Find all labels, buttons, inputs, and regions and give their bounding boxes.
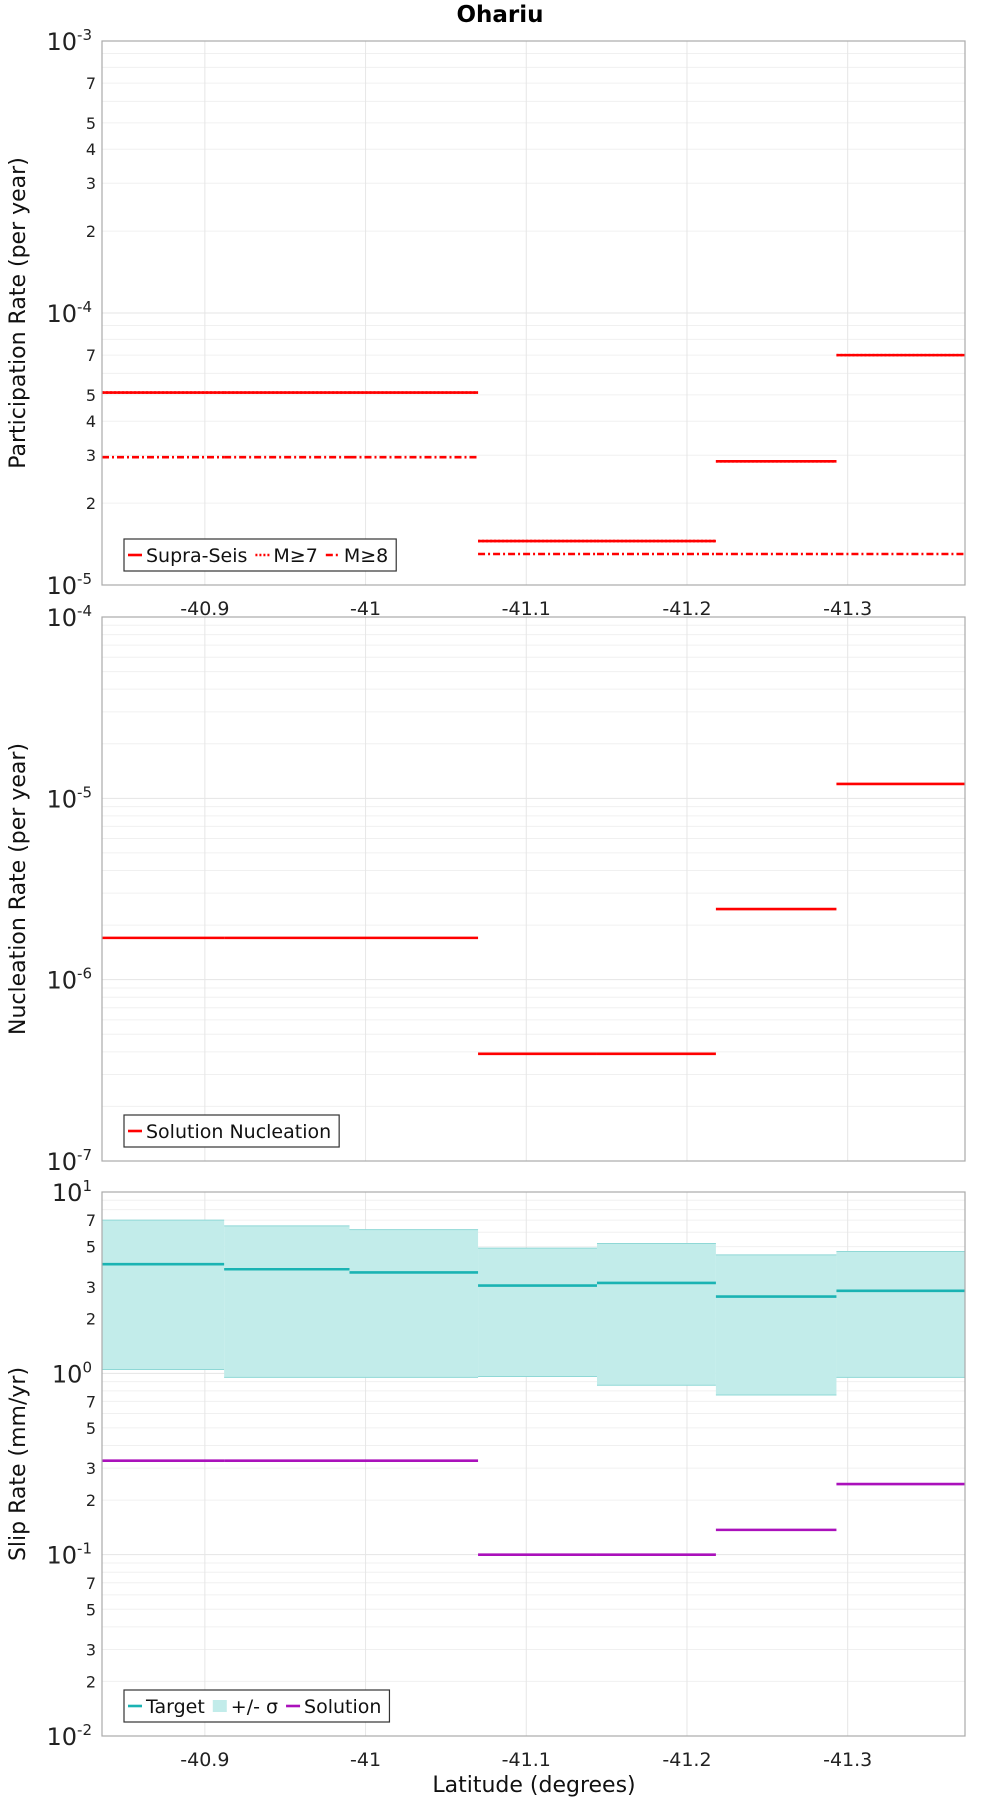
y-major-tick-label: 10-4 — [46, 298, 92, 328]
x-tick-label: -41 — [350, 598, 381, 620]
legend: Solution Nucleation — [123, 1114, 340, 1148]
y-axis-label: Nucleation Rate (per year) — [6, 743, 31, 1035]
chart-title: Ohariu — [456, 2, 543, 28]
legend-label: Supra-Seis — [146, 545, 247, 567]
plot-frame — [101, 616, 966, 1162]
y-minor-tick-label: 4 — [86, 140, 96, 159]
panel-1: 10-5 10-4 10-3 2 3 4 5 7 2 3 4 5 7 -40.9 -41 -41.1 -41.2… — [6, 26, 966, 620]
y-major-tick-label: 10-1 — [46, 1540, 92, 1570]
y-minor-tick-label: 3 — [86, 174, 96, 193]
y-minor-tick-label: 4 — [86, 412, 96, 431]
y-major-tick-label: 100 — [52, 1358, 92, 1388]
y-major-tick-label: 10-5 — [46, 570, 92, 600]
band-segment — [715, 1254, 837, 1395]
y-minor-tick-label: 5 — [86, 1419, 96, 1438]
y-minor-tick-label: 2 — [86, 1672, 96, 1691]
x-tick-label: -41.3 — [823, 1749, 872, 1771]
band-segment — [478, 1248, 597, 1377]
x-tick-label: -40.9 — [180, 598, 229, 620]
x-tick-label: -41 — [350, 1749, 381, 1771]
y-major-tick-label: 10-2 — [46, 1721, 92, 1751]
legend-label: Solution — [304, 1696, 381, 1718]
y-major-tick-label: 10-6 — [46, 965, 92, 995]
panel-2: 10-7 10-6 10-5 10-4 Nucleation Rate (per yea… — [6, 602, 966, 1176]
x-tick-label: -41.2 — [662, 1749, 711, 1771]
band-segment — [596, 1243, 716, 1386]
band-segment — [102, 1220, 225, 1370]
x-tick-label: -41.3 — [823, 598, 872, 620]
band-segment — [836, 1251, 965, 1378]
legend-box — [123, 1689, 391, 1723]
x-axis-label: Latitude (degrees) — [432, 1773, 635, 1798]
y-major-tick-label: 10-3 — [46, 26, 92, 56]
legend: Target +/- σ Solution — [123, 1689, 391, 1723]
y-minor-tick-label: 2 — [86, 1310, 96, 1329]
y-minor-tick-label: 2 — [86, 1491, 96, 1510]
legend-box — [123, 1114, 340, 1148]
y-minor-tick-label: 7 — [86, 74, 96, 93]
y-minor-tick-label: 2 — [86, 222, 96, 241]
y-minor-tick-label: 7 — [86, 1392, 96, 1411]
y-minor-tick-label: 5 — [86, 1600, 96, 1619]
y-minor-tick-label: 7 — [86, 1211, 96, 1230]
plot-frame — [101, 40, 966, 586]
x-tick-label: -41.1 — [502, 598, 551, 620]
legend-label: M≥7 — [273, 545, 317, 567]
y-minor-tick-label: 3 — [86, 1640, 96, 1659]
x-tick-label: -40.9 — [180, 1749, 229, 1771]
y-minor-tick-label: 7 — [86, 1574, 96, 1593]
y-minor-tick-label: 3 — [86, 1278, 96, 1297]
x-tick-label: -41.1 — [502, 1749, 551, 1771]
plot-frame — [101, 1191, 966, 1737]
y-minor-tick-label: 7 — [86, 346, 96, 365]
legend-label: M≥8 — [344, 545, 388, 567]
y-axis-label: Participation Rate (per year) — [6, 157, 31, 469]
y-axis-label: Slip Rate (mm/yr) — [6, 1367, 31, 1561]
legend: Supra-Seis M≥7 M≥8 — [123, 538, 397, 572]
legend-label: Target — [145, 1696, 205, 1718]
y-minor-tick-label: 3 — [86, 446, 96, 465]
band-segment — [349, 1229, 479, 1378]
y-minor-tick-label: 5 — [86, 386, 96, 405]
band-segment — [224, 1225, 350, 1378]
legend-label: +/- σ — [231, 1696, 278, 1718]
y-major-tick-label: 10-4 — [46, 602, 92, 632]
y-minor-tick-label: 2 — [86, 494, 96, 513]
y-major-tick-label: 10-7 — [46, 1146, 92, 1176]
legend-swatch — [212, 1700, 227, 1712]
panel-3: 10-2 10-1 100 101 2 3 5 7 2 3 5 7 2 3 5 7 -40.9 -41 -41.1 -… — [6, 1177, 966, 1771]
y-minor-tick-label: 3 — [86, 1459, 96, 1478]
y-minor-tick-label: 5 — [86, 1238, 96, 1257]
y-major-tick-label: 10-5 — [46, 783, 92, 813]
y-major-tick-label: 101 — [52, 1177, 92, 1207]
y-minor-tick-label: 5 — [86, 114, 96, 133]
x-tick-label: -41.2 — [662, 598, 711, 620]
legend-label: Solution Nucleation — [146, 1121, 331, 1143]
